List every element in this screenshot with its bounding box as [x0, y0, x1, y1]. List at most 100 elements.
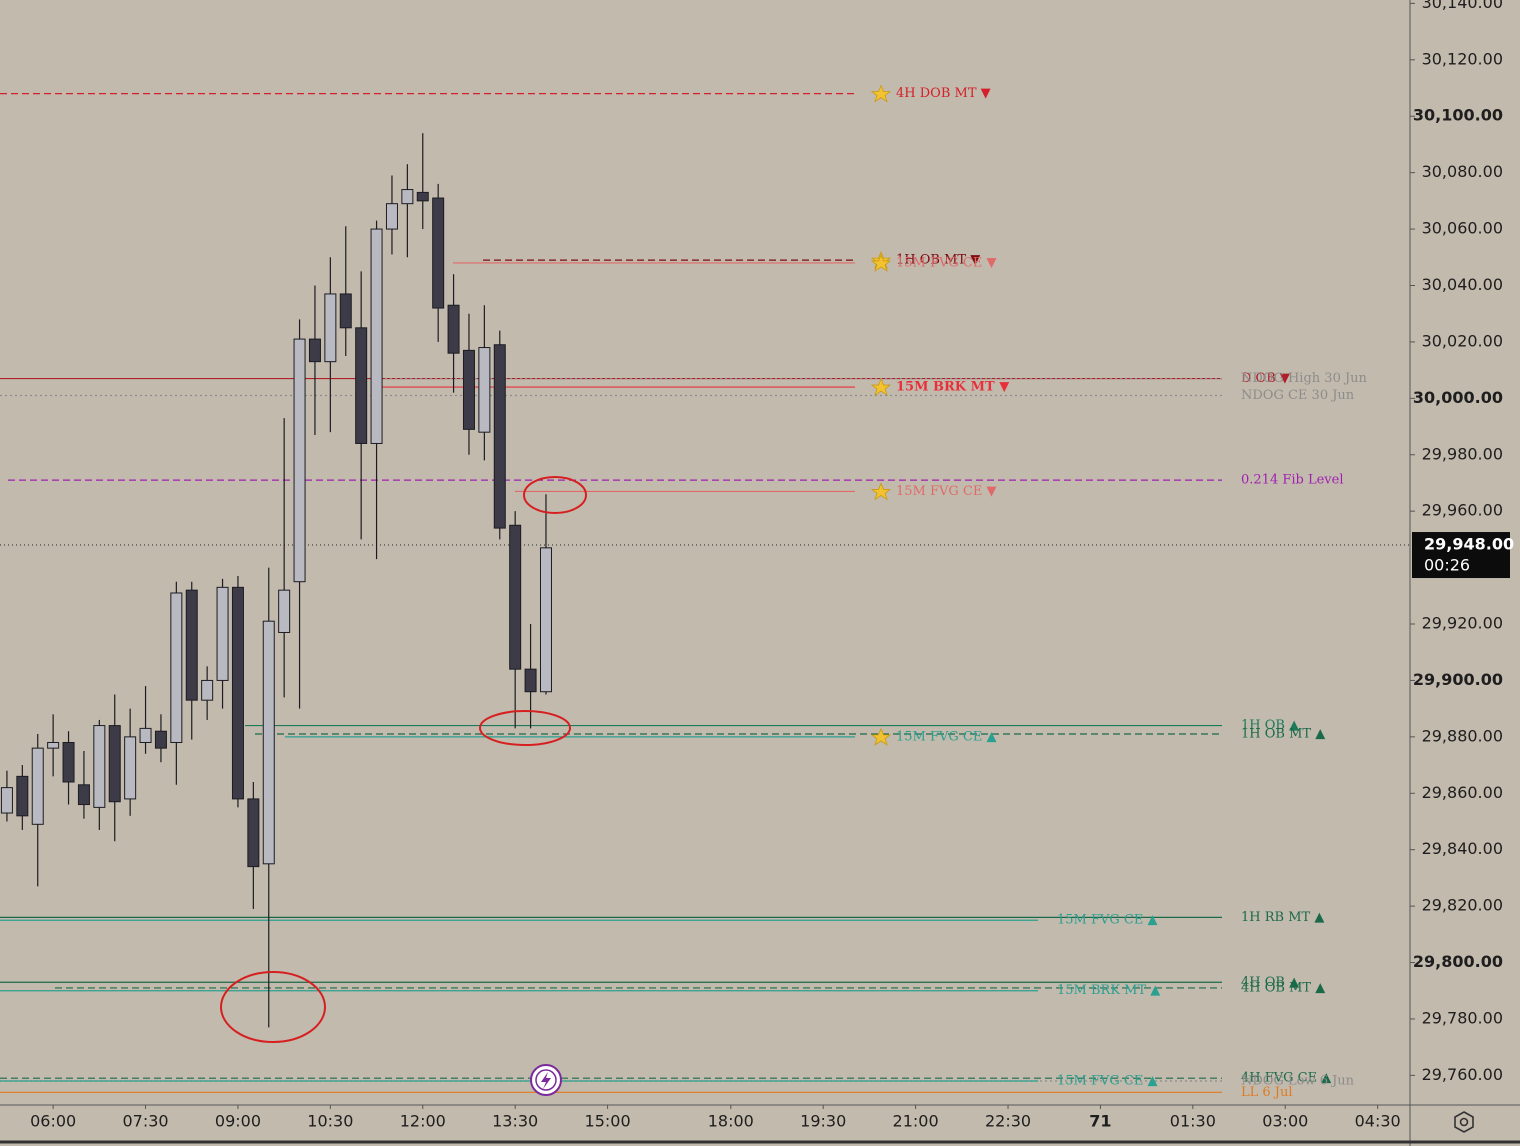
star-icon [870, 253, 892, 272]
level-label: NDOG Low 6 Jun [1241, 1074, 1355, 1089]
x-tick-label: 22:30 [985, 1112, 1031, 1131]
candle-body [0, 787, 13, 814]
candle-body [262, 620, 275, 865]
candle-body [370, 228, 383, 444]
candle-body [108, 725, 121, 803]
candle-body [170, 592, 183, 743]
y-tick-label: 29,820.00 [1422, 896, 1503, 915]
level-label: 15M FVG CE ▼ [896, 484, 996, 499]
level-label: 4H FVG CE ▲ [1241, 1071, 1331, 1086]
level-label: LL 6 Jul [1241, 1085, 1293, 1100]
candle-body [339, 293, 352, 329]
y-tick-label: 30,140.00 [1422, 0, 1503, 12]
highlight-circle [220, 971, 326, 1043]
candle-body [385, 203, 398, 230]
star-icon [870, 482, 892, 501]
candle-body [185, 589, 198, 701]
y-tick-label: 30,020.00 [1422, 331, 1503, 350]
candle-body [154, 730, 167, 749]
level-label: 15M FVG CE ▲ [896, 729, 996, 744]
candle-body [524, 668, 537, 693]
settings-button[interactable] [1454, 1111, 1474, 1133]
levels: 4H DOB MT ▼1H OB MT ▼15M FVG CE ▼D OB ▼N… [0, 84, 1410, 1100]
x-tick-label: 18:00 [708, 1112, 754, 1131]
y-tick-label: 30,060.00 [1422, 219, 1503, 238]
level-label: D OB ▼ [1241, 371, 1290, 386]
level-label: NDOG CE 30 Jun [1241, 388, 1355, 403]
level-label: 4H OB ▲ [1241, 975, 1299, 990]
level-label: 0.214 Fib Level [1241, 473, 1344, 488]
y-tick-label: 29,760.00 [1422, 1065, 1503, 1084]
candle-body [416, 191, 429, 202]
candle-body [462, 349, 475, 430]
level-label: 15M BRK MT ▼ [896, 380, 1009, 395]
level-label: 4H DOB MT ▼ [896, 86, 991, 101]
x-tick-label: 04:30 [1355, 1112, 1401, 1131]
x-tick-label: 21:00 [893, 1112, 939, 1131]
candle-body [509, 524, 522, 670]
candle-body [493, 344, 506, 529]
candle-body [93, 725, 106, 808]
candles [0, 133, 552, 1028]
y-tick-label: 30,120.00 [1422, 49, 1503, 68]
indicator-icon[interactable] [530, 1064, 562, 1096]
x-tick-label: 19:30 [800, 1112, 846, 1131]
candle-body [355, 327, 368, 444]
y-tick-label: 29,800.00 [1413, 952, 1503, 971]
y-tick-label: 29,840.00 [1422, 839, 1503, 858]
x-tick-label: 15:00 [585, 1112, 631, 1131]
candle-body [478, 347, 491, 433]
level-label: 15M FVG CE ▼ [896, 255, 996, 270]
candle-body [539, 547, 552, 693]
y-tick-label: 30,000.00 [1413, 388, 1503, 407]
x-tick-label: 06:00 [30, 1112, 76, 1131]
highlight-circle [523, 476, 587, 514]
star-icon [870, 378, 892, 397]
countdown: 00:26 [1424, 556, 1470, 575]
level-label: 4H OB MT ▲ [1241, 980, 1325, 995]
level-label: 15M FVG CE ▲ [1057, 1074, 1157, 1089]
x-tick-label: 13:30 [492, 1112, 538, 1131]
candle-body [124, 736, 137, 800]
candle-body [324, 293, 337, 363]
x-tick-label: 12:00 [400, 1112, 446, 1131]
candle-body [447, 304, 460, 354]
candle-body [31, 747, 44, 825]
axes: 30,140.00 30,120.00 30,100.00 30,080.00 30,0… [30, 0, 1514, 1131]
candle-body [47, 741, 60, 749]
y-tick-label: 30,100.00 [1413, 106, 1503, 125]
candle-body [293, 338, 306, 583]
candle-body [16, 775, 29, 817]
candle-body [278, 589, 291, 633]
candle-body [401, 189, 414, 205]
candle-body [216, 586, 229, 681]
x-tick-label: 10:30 [307, 1112, 353, 1131]
candle-body [62, 741, 75, 783]
x-tick-label: 03:00 [1262, 1112, 1308, 1131]
y-tick-label: 29,900.00 [1413, 670, 1503, 689]
last-price-box [1412, 532, 1510, 579]
star-icon [870, 727, 892, 746]
x-tick-label: 71 [1089, 1112, 1111, 1131]
level-label: 1H OB MT ▼ [896, 253, 980, 268]
level-label: 15M FVG CE ▲ [1057, 913, 1157, 928]
level-label: 1H OB MT ▲ [1241, 727, 1325, 742]
x-tick-label: 07:30 [122, 1112, 168, 1131]
highlight-circle [479, 710, 571, 746]
candle-body [432, 197, 445, 309]
candle-body [247, 798, 260, 868]
star-icon [870, 84, 892, 103]
y-tick-label: 30,040.00 [1422, 275, 1503, 294]
last-price-label: 29,948.00 [1424, 535, 1514, 554]
candle-body [139, 727, 152, 743]
y-tick-label: 29,980.00 [1422, 444, 1503, 463]
level-label: 1H OB ▲ [1241, 718, 1299, 733]
x-tick-label: 09:00 [215, 1112, 261, 1131]
level-label: 15M BRK MT ▲ [1057, 983, 1160, 998]
candle-body [308, 338, 321, 363]
y-tick-label: 29,920.00 [1422, 614, 1503, 633]
level-label: NDOG High 30 Jun [1241, 371, 1368, 386]
